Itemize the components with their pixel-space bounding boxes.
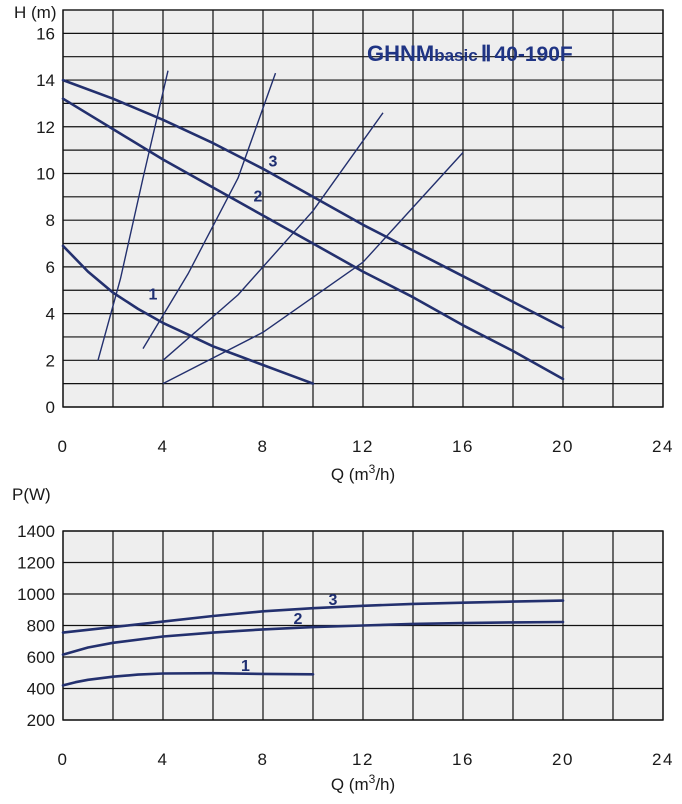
power-y-tick-label: 600 [27, 648, 55, 667]
xlabel-part: /h) [375, 465, 395, 484]
power-curve-label: 2 [294, 611, 303, 628]
power-curve-label: 3 [329, 592, 338, 609]
power-x-axis-label: Q (m3/h) [331, 772, 395, 794]
head-x-tick-label: 20 [552, 437, 574, 456]
power-x-tick-label: 24 [652, 750, 674, 769]
head-y-tick-label: 14 [36, 71, 55, 90]
power-y-axis-label: P(W) [12, 485, 51, 504]
title-small: basic [434, 46, 477, 65]
head-curve-3 [61, 78, 565, 329]
power-x-tick-label: 8 [258, 750, 269, 769]
head-x-tick-label: 0 [58, 437, 69, 456]
power-curve-1 [61, 671, 315, 687]
head-y-tick-label: 4 [46, 305, 55, 324]
power-x-tick-label: 0 [58, 750, 69, 769]
head-x-tick-label: 8 [258, 437, 269, 456]
head-plot-frame [62, 9, 664, 408]
head-y-axis-label: H (m) [14, 3, 56, 22]
head-system-curve [97, 70, 169, 361]
xlabel-superscript: 3 [369, 772, 376, 786]
head-curve-2 [61, 97, 565, 381]
head-y-tick-label: 0 [46, 398, 55, 417]
power-y-tick-label: 1200 [17, 554, 55, 573]
xlabel-part: Q (m [331, 465, 369, 484]
power-curve-2 [61, 620, 565, 656]
head-x-tick-label: 16 [452, 437, 474, 456]
chart-title: GHNMbasic Ⅱ 40-190F [367, 41, 573, 66]
head-y-tick-label: 8 [46, 211, 55, 230]
head-y-tick-label: 12 [36, 118, 55, 137]
head-x-axis-label: Q (m3/h) [331, 462, 395, 484]
power-x-tick-label: 16 [452, 750, 474, 769]
head-y-tick-label: 16 [36, 24, 55, 43]
head-x-tick-label: 12 [352, 437, 374, 456]
power-x-tick-label: 20 [552, 750, 574, 769]
head-y-tick-label: 10 [36, 164, 55, 183]
head-curve-1 [61, 244, 315, 385]
head-x-tick-label: 24 [652, 437, 674, 456]
title-mark: Ⅱ [481, 41, 492, 66]
power-x-tick-label: 4 [158, 750, 169, 769]
head-system-curve [162, 152, 464, 385]
head-curve-label: 1 [149, 287, 158, 304]
head-x-tick-label: 4 [158, 437, 169, 456]
head-curve-label: 2 [254, 188, 263, 205]
head-y-tick-label: 2 [46, 351, 55, 370]
power-y-tick-label: 800 [27, 617, 55, 636]
xlabel-part: Q (m [331, 775, 369, 794]
power-y-tick-label: 400 [27, 680, 55, 699]
title-model: 40-190F [495, 43, 573, 66]
power-plot-frame [62, 530, 664, 721]
title-main: GHNM [367, 41, 434, 66]
head-y-tick-label: 6 [46, 258, 55, 277]
xlabel-part: /h) [375, 775, 395, 794]
power-curve-label: 1 [241, 658, 250, 675]
power-y-tick-label: 1400 [17, 522, 55, 541]
power-y-tick-label: 200 [27, 711, 55, 730]
power-x-tick-label: 12 [352, 750, 374, 769]
xlabel-superscript: 3 [369, 462, 376, 476]
head-system-curve [142, 72, 277, 349]
power-curve-3 [61, 599, 565, 634]
head-curve-label: 3 [269, 153, 278, 170]
head-system-curve [162, 112, 384, 361]
power-y-tick-label: 1000 [17, 585, 55, 604]
